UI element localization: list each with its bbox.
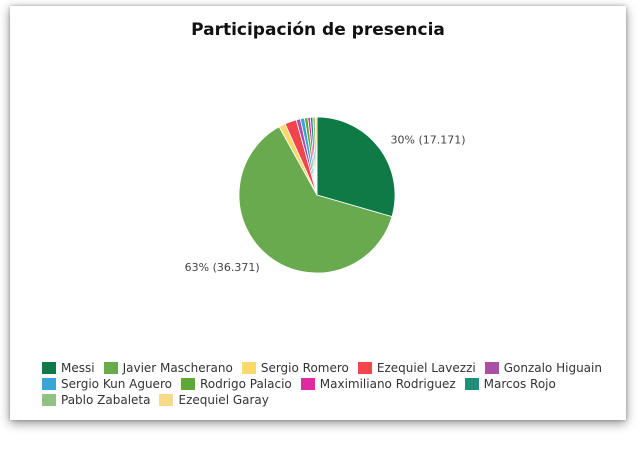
legend-item-marcos-rojo[interactable]: Marcos Rojo <box>464 377 556 391</box>
legend-item-sergio-kun-aguero[interactable]: Sergio Kun Aguero <box>42 377 172 391</box>
chart-card: Participación de presencia 30% (17.171) 6… <box>10 6 626 420</box>
legend-row: Messi Javier Mascherano Sergio Romero Ezequ… <box>42 360 626 376</box>
pie-chart: 30% (17.171) 63% (36.371) <box>185 116 466 274</box>
legend-item-pablo-zabaleta[interactable]: Pablo Zabaleta <box>42 393 150 407</box>
legend-label: Gonzalo Higuain <box>503 361 602 375</box>
legend-item-messi[interactable]: Messi <box>42 361 95 375</box>
legend-label: Rodrigo Palacio <box>199 377 292 391</box>
legend-swatch <box>42 378 56 390</box>
legend-item-ezequiel-lavezzi[interactable]: Ezequiel Lavezzi <box>357 361 476 375</box>
legend-swatch <box>42 394 56 406</box>
legend-item-javier-mascherano[interactable]: Javier Mascherano <box>103 361 233 375</box>
legend-label: Sergio Romero <box>260 361 349 375</box>
legend-swatch <box>241 362 256 374</box>
legend-swatch <box>357 362 372 374</box>
legend-label: Ezequiel Garay <box>178 393 269 407</box>
legend-swatch <box>180 378 195 390</box>
chart-legend: Messi Javier Mascherano Sergio Romero Ezequ… <box>42 360 626 408</box>
legend-label: Javier Mascherano <box>122 361 233 375</box>
legend-item-sergio-romero[interactable]: Sergio Romero <box>241 361 349 375</box>
legend-label: Messi <box>61 361 95 375</box>
legend-label: Ezequiel Lavezzi <box>376 361 476 375</box>
pie-slice-ezequiel-garay[interactable] <box>314 116 318 196</box>
legend-row: Sergio Kun Aguero Rodrigo Palacio Maximili… <box>42 376 626 392</box>
legend-row: Pablo Zabaleta Ezequiel Garay <box>42 392 626 408</box>
legend-swatch <box>103 362 118 374</box>
legend-item-ezequiel-garay[interactable]: Ezequiel Garay <box>159 393 269 407</box>
legend-item-gonzalo-higuain[interactable]: Gonzalo Higuain <box>484 361 602 375</box>
legend-swatch <box>159 394 174 406</box>
slice-label-messi: 30% (17.171) <box>391 134 466 147</box>
slice-label-javier-mascherano: 63% (36.371) <box>185 261 260 274</box>
pie-slice-messi[interactable] <box>316 116 396 218</box>
legend-item-rodrigo-palacio[interactable]: Rodrigo Palacio <box>180 377 292 391</box>
legend-label: Sergio Kun Aguero <box>61 377 172 391</box>
legend-swatch <box>464 378 479 390</box>
legend-label: Pablo Zabaleta <box>61 393 151 407</box>
legend-swatch <box>484 362 499 374</box>
pie-slice-javier-mascherano[interactable] <box>238 126 393 274</box>
legend-swatch <box>42 362 56 374</box>
legend-label: Maximiliano Rodriguez <box>319 377 456 391</box>
legend-label: Marcos Rojo <box>483 377 556 391</box>
chart-title: Participación de presencia <box>191 20 445 40</box>
legend-item-maximiliano-rodriguez[interactable]: Maximiliano Rodriguez <box>300 377 456 391</box>
legend-swatch <box>300 378 315 390</box>
